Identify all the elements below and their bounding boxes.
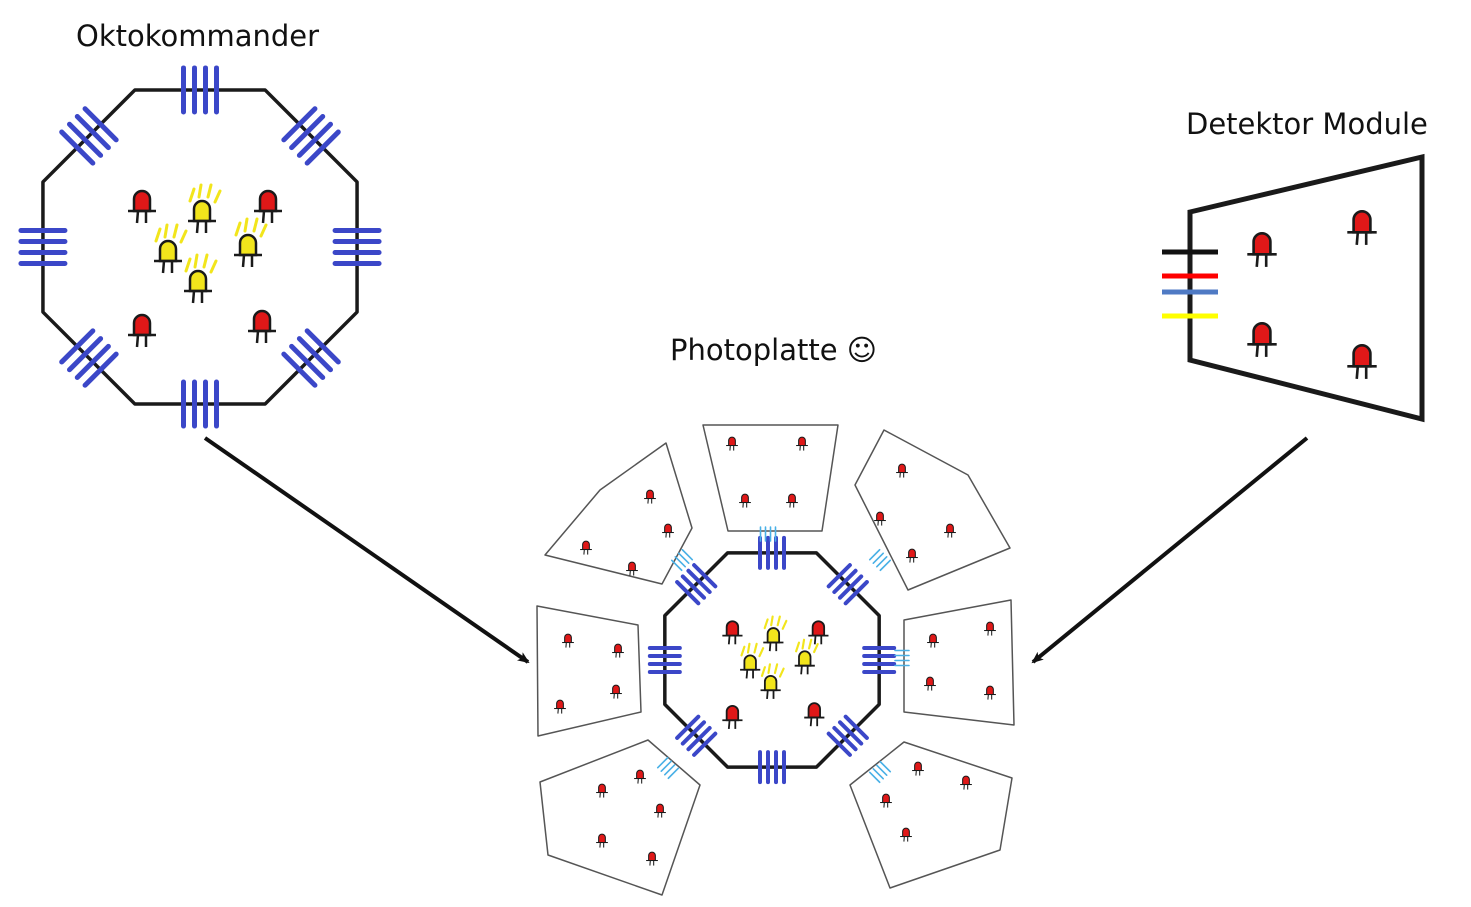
red-led-icon	[900, 827, 912, 842]
red-led-icon	[646, 851, 658, 866]
red-led-icon	[596, 783, 608, 798]
red-led-icon	[722, 704, 743, 729]
connector-pins-icon	[894, 649, 910, 667]
arrow-icon	[203, 436, 530, 664]
red-led-icon	[610, 684, 622, 699]
red-led-icon	[880, 793, 892, 808]
arrow-icon	[1031, 436, 1309, 664]
red-led-icon	[1347, 344, 1377, 380]
red-led-icon	[944, 523, 956, 538]
red-led-icon	[248, 309, 276, 344]
red-led-icon	[796, 436, 808, 451]
yellow-led-icon	[740, 642, 765, 679]
red-led-icon	[804, 702, 825, 727]
red-led-icon	[662, 523, 674, 538]
module-left	[536, 605, 642, 737]
red-led-icon	[984, 621, 996, 636]
arrows	[203, 436, 1309, 664]
connector-pins-icon	[59, 106, 119, 166]
module-top-left	[544, 442, 693, 585]
oktokommander-title: Oktokommander	[76, 19, 320, 53]
photoplatte-assembly	[536, 424, 1015, 896]
red-led-icon	[1347, 210, 1377, 246]
red-led-icon	[927, 633, 939, 648]
connector-pins-icon	[18, 228, 68, 266]
red-led-icon	[722, 620, 743, 645]
connector-pins-icon	[826, 563, 869, 606]
connector-pins-icon	[647, 646, 682, 674]
red-led-icon	[254, 189, 282, 224]
yellow-led-icon	[184, 253, 218, 304]
red-led-icon	[562, 633, 574, 648]
octagon-outline	[663, 551, 881, 769]
connector-pins-icon	[868, 760, 892, 784]
red-led-icon	[580, 540, 592, 555]
connector-pins-icon	[758, 750, 786, 785]
red-led-icon	[874, 511, 886, 526]
red-led-icon	[654, 803, 666, 818]
red-led-icon	[128, 313, 156, 348]
connector-pins-icon	[181, 65, 219, 115]
red-led-icon	[612, 643, 624, 658]
module-bottom-right	[849, 741, 1013, 889]
connector-pins-icon	[758, 535, 786, 570]
connector-pins-icon	[759, 526, 777, 542]
yellow-led-icon	[234, 217, 268, 268]
red-led-icon	[896, 463, 908, 478]
red-led-icon	[1247, 322, 1277, 358]
module-bottom-left	[539, 739, 701, 896]
red-led-icon	[626, 561, 638, 576]
module-right	[903, 599, 1015, 726]
yellow-led-icon	[760, 663, 785, 699]
red-led-icon	[912, 761, 924, 776]
red-led-icon	[924, 676, 936, 691]
connector-pins-icon	[862, 646, 897, 674]
connector-pins-icon	[675, 563, 718, 606]
yellow-led-icon	[154, 223, 188, 274]
detektor-module-board	[1162, 153, 1425, 423]
photoplatte-title: Photoplatte ☺	[670, 333, 877, 367]
connector-pins-icon	[181, 379, 219, 429]
detektor-outline	[1187, 153, 1425, 423]
connector-pins-icon	[675, 714, 718, 757]
red-led-icon	[906, 548, 918, 563]
connector-pins-icon	[281, 106, 341, 166]
module-top-right	[854, 429, 1011, 591]
connector-pins-icon	[281, 328, 341, 388]
connector-pins-icon	[670, 548, 694, 572]
oktokommander-board	[18, 65, 382, 429]
connector-pins-icon	[59, 328, 119, 388]
red-led-icon	[634, 769, 646, 784]
red-led-icon	[786, 493, 798, 508]
red-led-icon	[808, 620, 829, 645]
red-led-icon	[739, 493, 751, 508]
connector-pins-icon	[656, 756, 680, 780]
red-led-icon	[128, 189, 156, 224]
module-top	[702, 424, 839, 532]
red-led-icon	[726, 436, 738, 451]
red-led-icon	[644, 489, 656, 504]
yellow-led-icon	[188, 183, 222, 234]
yellow-led-icon	[794, 638, 819, 675]
octagon-outline	[41, 88, 359, 406]
red-led-icon	[1247, 232, 1277, 268]
red-led-icon	[984, 685, 996, 700]
connector-pins-icon	[868, 548, 892, 572]
red-led-icon	[960, 775, 972, 790]
red-led-icon	[554, 699, 566, 714]
detektor-module-title: Detektor Module	[1186, 107, 1428, 141]
connector-pins-icon	[826, 714, 869, 757]
red-led-icon	[596, 833, 608, 848]
yellow-led-icon	[763, 615, 788, 652]
connector-pins-icon	[332, 228, 382, 266]
